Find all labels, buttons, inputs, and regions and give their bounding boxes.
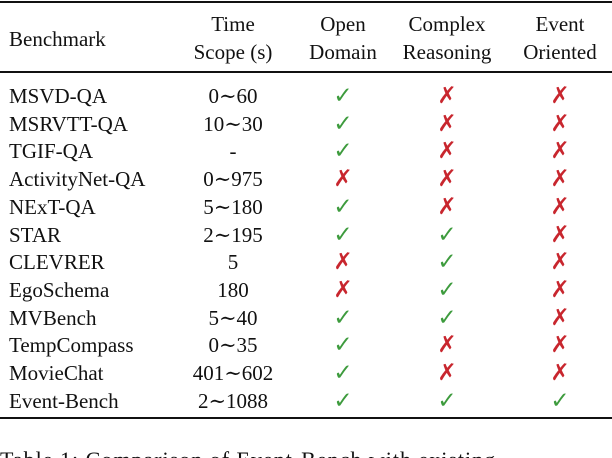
body-cell: MovieChat [9,361,104,385]
body-cell: - [229,139,237,164]
mark-cell: ✗ [550,276,570,302]
mark-cell: ✗ [333,249,353,275]
mark-cell: ✗ [437,193,457,219]
mark-cell: ✗ [550,360,570,385]
caption: Table 1: Comparison of Event-Bench with … [0,446,496,458]
mark-cell: ✓ [550,387,570,413]
header-cell: Oriented [523,40,597,64]
mark-cell: ✓ [333,332,353,358]
mark-cell: ✗ [550,138,570,164]
mark-cell: ✗ [550,249,570,275]
body-cell: Event-Bench [9,388,119,413]
body-cell: TGIF-QA [9,139,93,164]
body-cell: 5∼40 [208,305,258,330]
body-cell: MVBench [9,305,97,330]
mark-cell: ✗ [550,166,570,192]
body-cell: STAR [9,222,61,247]
mark-cell: ✗ [437,83,457,108]
mark-cell: ✓ [437,249,457,275]
body-cell: 5 [227,250,239,275]
body-cell: 2∼1088 [197,388,269,413]
mark-cell: ✓ [333,193,353,219]
mark-cell: ✓ [333,304,353,330]
mark-cell: ✓ [333,387,353,413]
header-cell: Open [320,12,366,36]
mark-cell: ✓ [437,387,457,413]
header-rule [0,71,612,73]
mark-cell: ✗ [550,221,570,247]
header-cell: Domain [309,40,377,64]
mark-cell: ✗ [550,332,570,358]
header-cell: Complex [408,12,486,36]
mark-cell: ✗ [550,83,570,108]
header-cell: Scope (s) [193,40,273,64]
mark-cell: ✓ [333,110,353,136]
mark-cell: ✓ [437,304,457,330]
mark-cell: ✗ [437,110,457,136]
top-rule [0,1,612,3]
body-cell: 0∼60 [208,84,258,108]
mark-cell: ✗ [437,138,457,164]
body-cell: 401∼602 [192,361,274,385]
mark-cell: ✓ [333,138,353,164]
body-cell: 0∼35 [208,333,258,358]
body-cell: NExT-QA [9,194,96,219]
mark-cell: ✗ [550,193,570,219]
mark-cell: ✓ [333,360,353,385]
body-cell: 0∼975 [203,167,263,192]
body-cell: MSRVTT-QA [9,111,128,136]
mark-cell: ✓ [333,221,353,247]
header-cell: Reasoning [402,40,492,64]
mark-cell: ✗ [437,360,457,385]
body-cell: TempCompass [9,333,134,358]
body-cell: MSVD-QA [9,84,108,108]
mark-cell: ✓ [437,276,457,302]
bottom-rule [0,417,612,419]
mark-cell: ✗ [437,166,457,192]
mark-cell: ✓ [437,221,457,247]
body-cell: ActivityNet-QA [9,167,146,192]
header-cell: Benchmark [9,27,106,51]
mark-cell: ✗ [437,332,457,358]
mark-cell: ✗ [333,166,353,192]
mark-cell: ✓ [333,83,353,108]
body-cell: 10∼30 [203,111,263,136]
body-cell: CLEVRER [9,250,105,275]
mark-cell: ✗ [333,276,353,302]
mark-cell: ✗ [550,110,570,136]
header-cell: Time [211,12,255,36]
body-cell: 2∼195 [203,222,263,247]
header-cell: Event [535,12,585,36]
body-cell: 180 [217,277,249,302]
body-cell: 5∼180 [203,194,263,219]
body-cell: EgoSchema [9,277,110,302]
mark-cell: ✗ [550,304,570,330]
